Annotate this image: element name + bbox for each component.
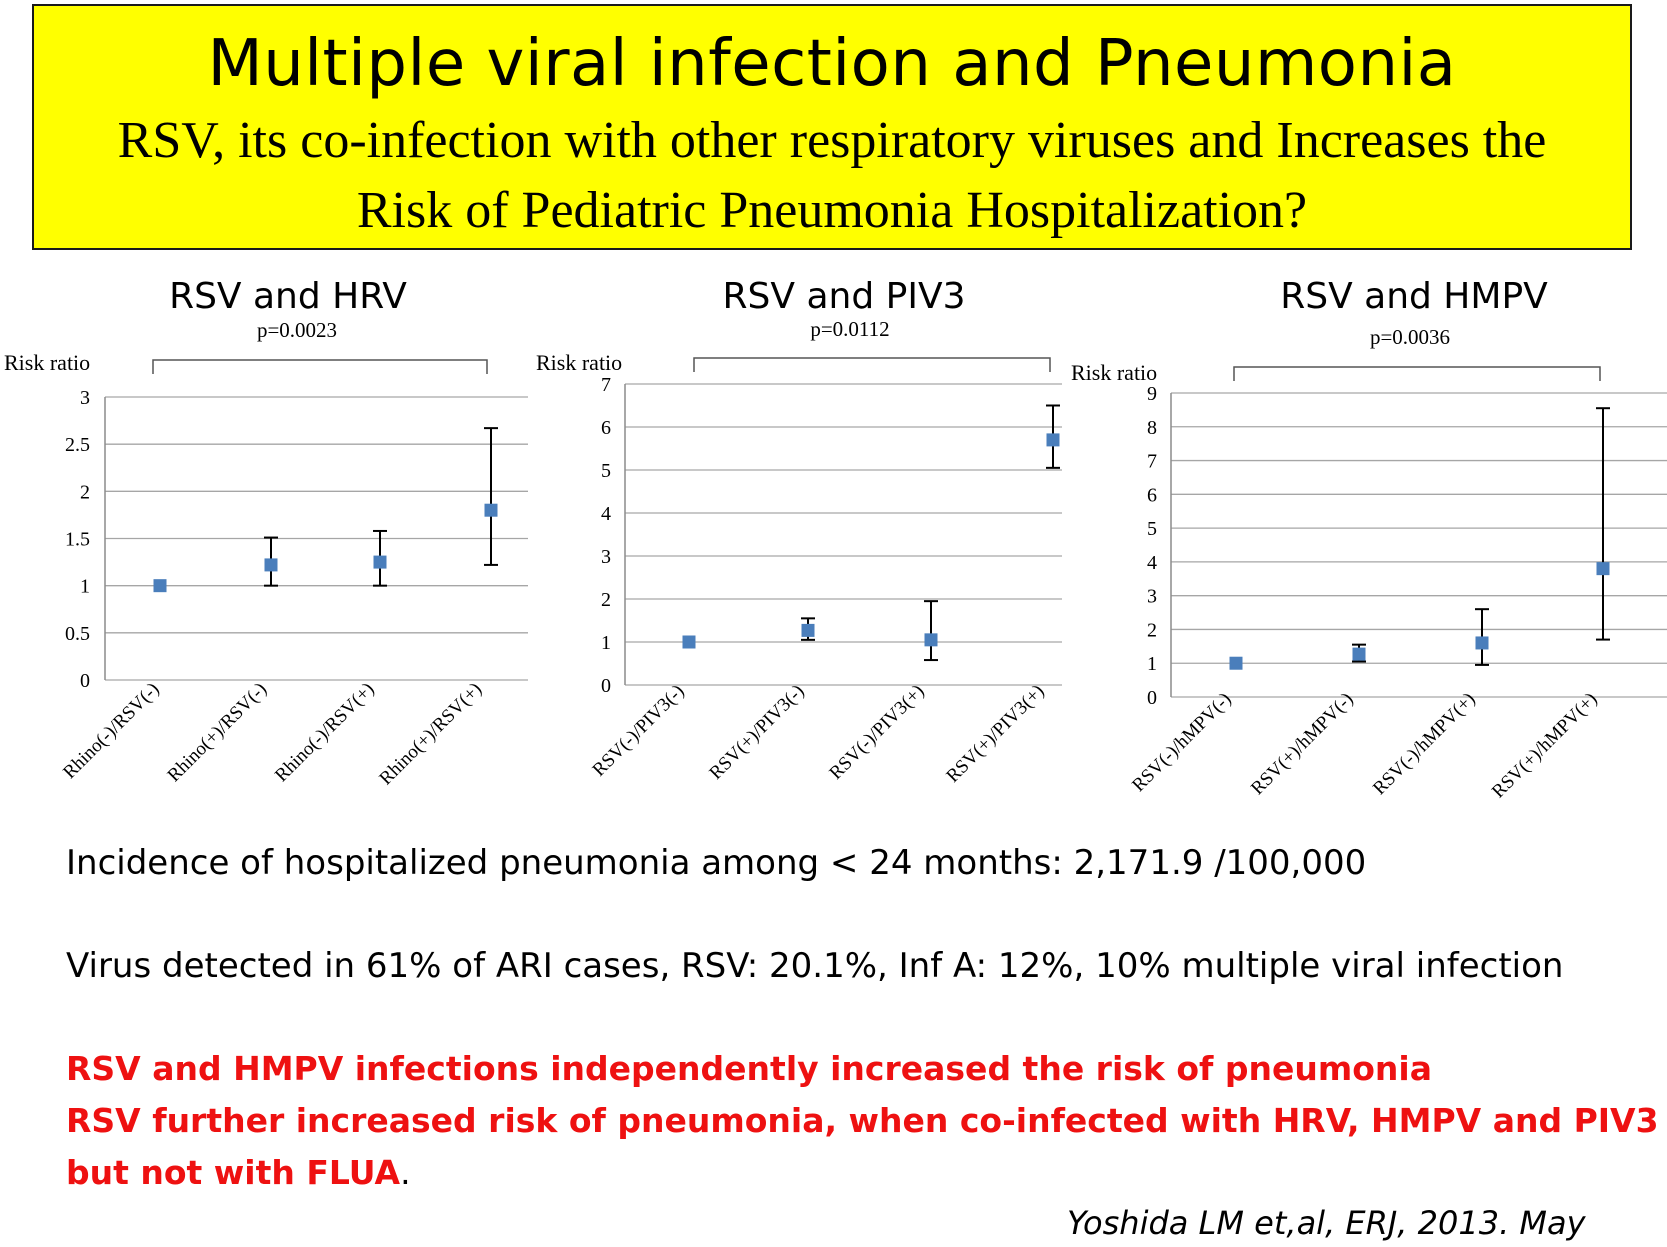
chart-2-x-tick-label: RSV(-)/PIV3(+) <box>825 681 928 784</box>
chart-3-p-value: p=0.0036 <box>1370 325 1450 349</box>
chart-1-significance-bracket <box>152 359 488 374</box>
chart-1-y-tick-label: 3 <box>80 387 90 409</box>
chart-2-p-value: p=0.0112 <box>810 317 889 341</box>
chart-1-title: RSV and HRV <box>169 276 407 317</box>
chart-1-y-tick-label: 2 <box>80 481 90 503</box>
chart-2-significance-bracket <box>693 357 1051 372</box>
chart-2-y-tick-label: 7 <box>601 374 611 396</box>
chart-2-y-tick-label: 6 <box>601 417 611 439</box>
chart-2-x-tick-label: RSV(+)/PIV3(+) <box>942 681 1048 787</box>
finding-line-3-period: . <box>400 1153 411 1192</box>
citation: Yoshida LM et,al, ERJ, 2013. May <box>1067 1204 1586 1242</box>
chart-3-data-point <box>1596 562 1610 576</box>
virus-detection-text: Virus detected in 61% of ARI cases, RSV:… <box>66 946 1564 986</box>
chart-2-y-tick-label: 3 <box>601 546 611 568</box>
slide-subtitle-line-1: RSV, its co-infection with other respira… <box>117 112 1547 169</box>
chart-1-x-tick-label: Rhino(+)/RSV(-) <box>164 679 272 787</box>
chart-2-data-point <box>1046 433 1060 447</box>
chart-2-y-tick-label: 5 <box>601 460 611 482</box>
chart-2-data-point <box>801 623 815 637</box>
chart-1-y-tick-label: 0 <box>80 670 90 692</box>
chart-1-y-tick-label: 0.5 <box>65 623 90 645</box>
chart-3-x-tick-label: RSV(+)/hMPV(-) <box>1247 689 1358 800</box>
chart-2-y-tick-label: 0 <box>601 675 611 697</box>
chart-1-data-point <box>264 558 278 572</box>
finding-line-3-text: but not with FLUA <box>66 1153 401 1192</box>
chart-3-y-tick-label: 0 <box>1147 687 1157 709</box>
chart-3-y-tick-label: 2 <box>1147 619 1157 641</box>
chart-2-data-point <box>682 635 696 649</box>
chart-1-y-tick-label: 1.5 <box>65 529 90 551</box>
chart-1-data-point <box>373 555 387 569</box>
chart-2-title: RSV and PIV3 <box>723 276 966 317</box>
chart-2-y-axis-label: Risk ratio <box>536 350 622 375</box>
chart-2-data-point <box>924 633 938 647</box>
chart-1-x-tick-label: Rhino(-)/RSV(+) <box>271 679 379 787</box>
chart-2-x-tick-label: RSV(+)/PIV3(-) <box>705 681 808 784</box>
chart-1-data-point <box>153 579 167 593</box>
slide-title: Multiple viral infection and Pneumonia <box>207 27 1457 101</box>
chart-1-y-tick-label: 1 <box>80 576 90 598</box>
chart-3-x-tick-label: RSV(-)/hMPV(+) <box>1369 689 1480 800</box>
chart-3-y-tick-label: 4 <box>1147 552 1157 574</box>
chart-3-y-tick-label: 3 <box>1147 586 1157 608</box>
chart-1-x-tick-label: Rhino(-)/RSV(-) <box>59 679 163 783</box>
chart-3-y-tick-label: 8 <box>1147 417 1157 439</box>
chart-3-title: RSV and HMPV <box>1280 276 1548 317</box>
finding-line-3: but not with FLUA. <box>66 1153 411 1192</box>
title-banner: Multiple viral infection and Pneumonia R… <box>32 4 1632 250</box>
chart-3-y-tick-label: 6 <box>1147 484 1157 506</box>
chart-1-y-tick-label: 2.5 <box>65 434 90 456</box>
chart-2-y-tick-label: 4 <box>601 503 611 525</box>
incidence-text: Incidence of hospitalized pneumonia amon… <box>66 843 1367 883</box>
chart-3-y-tick-label: 1 <box>1147 653 1157 675</box>
chart-3-y-tick-label: 7 <box>1147 451 1157 473</box>
chart-2-y-tick-label: 1 <box>601 632 611 654</box>
chart-3-y-tick-label: 5 <box>1147 518 1157 540</box>
finding-line-1: RSV and HMPV infections independently in… <box>66 1049 1432 1088</box>
chart-2-y-tick-label: 2 <box>601 589 611 611</box>
chart-3-data-point <box>1475 636 1489 650</box>
chart-1-y-axis-label: Risk ratio <box>4 350 90 375</box>
chart-1-p-value: p=0.0023 <box>257 318 337 342</box>
chart-1-x-tick-label: Rhino(+)/RSV(+) <box>375 679 486 790</box>
chart-3-y-axis-label: Risk ratio <box>1071 360 1157 385</box>
chart-1-data-point <box>484 503 498 517</box>
finding-line-2: RSV further increased risk of pneumonia,… <box>66 1101 1659 1140</box>
chart-3-data-point <box>1229 656 1243 670</box>
chart-3-x-tick-label: RSV(-)/hMPV(-) <box>1128 689 1235 796</box>
chart-3-significance-bracket <box>1233 366 1601 381</box>
chart-3-x-tick-label: RSV(+)/hMPV(+) <box>1488 689 1602 803</box>
slide-subtitle-line-2: Risk of Pediatric Pneumonia Hospitalizat… <box>356 182 1308 239</box>
chart-3-y-tick-label: 9 <box>1147 383 1157 405</box>
chart-3-data-point <box>1352 647 1366 661</box>
